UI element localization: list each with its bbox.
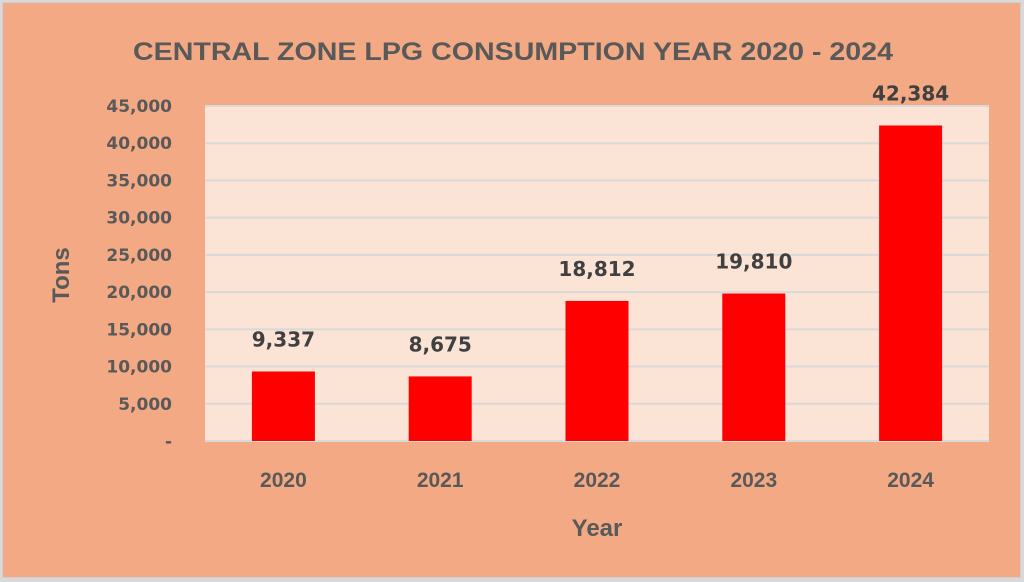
bar-chart: CENTRAL ZONE LPG CONSUMPTION YEAR 2020 -… — [48, 38, 989, 542]
y-tick-label: 5,000 — [118, 395, 172, 415]
x-tick-label: 2022 — [574, 469, 621, 492]
y-tick-label: 10,000 — [106, 358, 172, 378]
x-tick-label: 2024 — [887, 469, 934, 492]
x-axis-ticks: 2020 2021 2022 2023 2024 — [260, 469, 934, 492]
bar-2022 — [565, 300, 629, 441]
y-tick-label: 30,000 — [106, 209, 172, 229]
y-tick-label: 35,000 — [106, 171, 172, 191]
bars — [251, 125, 943, 441]
data-label: 18,812 — [558, 257, 635, 281]
y-axis-title: Tons — [48, 247, 75, 303]
bar-2020 — [251, 371, 315, 441]
x-tick-label: 2020 — [260, 469, 307, 492]
x-tick-label: 2021 — [417, 469, 464, 492]
chart-title: CENTRAL ZONE LPG CONSUMPTION YEAR 2020 -… — [133, 38, 893, 66]
data-label: 9,337 — [252, 327, 315, 351]
bar-2021 — [408, 376, 472, 441]
y-tick-label: 40,000 — [106, 134, 172, 154]
y-axis-ticks: - 5,000 10,000 15,000 20,000 25,000 30,000 35,0… — [106, 97, 172, 452]
data-labels: 9,337 8,675 18,812 19,810 42,384 — [252, 81, 949, 356]
data-label: 8,675 — [409, 332, 472, 356]
bar-2024 — [879, 125, 943, 441]
data-label: 42,384 — [872, 81, 949, 105]
y-tick-label: - — [165, 432, 172, 452]
y-tick-label: 20,000 — [106, 283, 172, 303]
y-tick-label: 25,000 — [106, 246, 172, 266]
bar-2023 — [722, 293, 786, 441]
x-axis-title: Year — [572, 515, 623, 542]
data-label: 19,810 — [715, 250, 792, 274]
x-tick-label: 2023 — [730, 469, 777, 492]
y-tick-label: 45,000 — [106, 97, 172, 117]
y-tick-label: 15,000 — [106, 320, 172, 340]
